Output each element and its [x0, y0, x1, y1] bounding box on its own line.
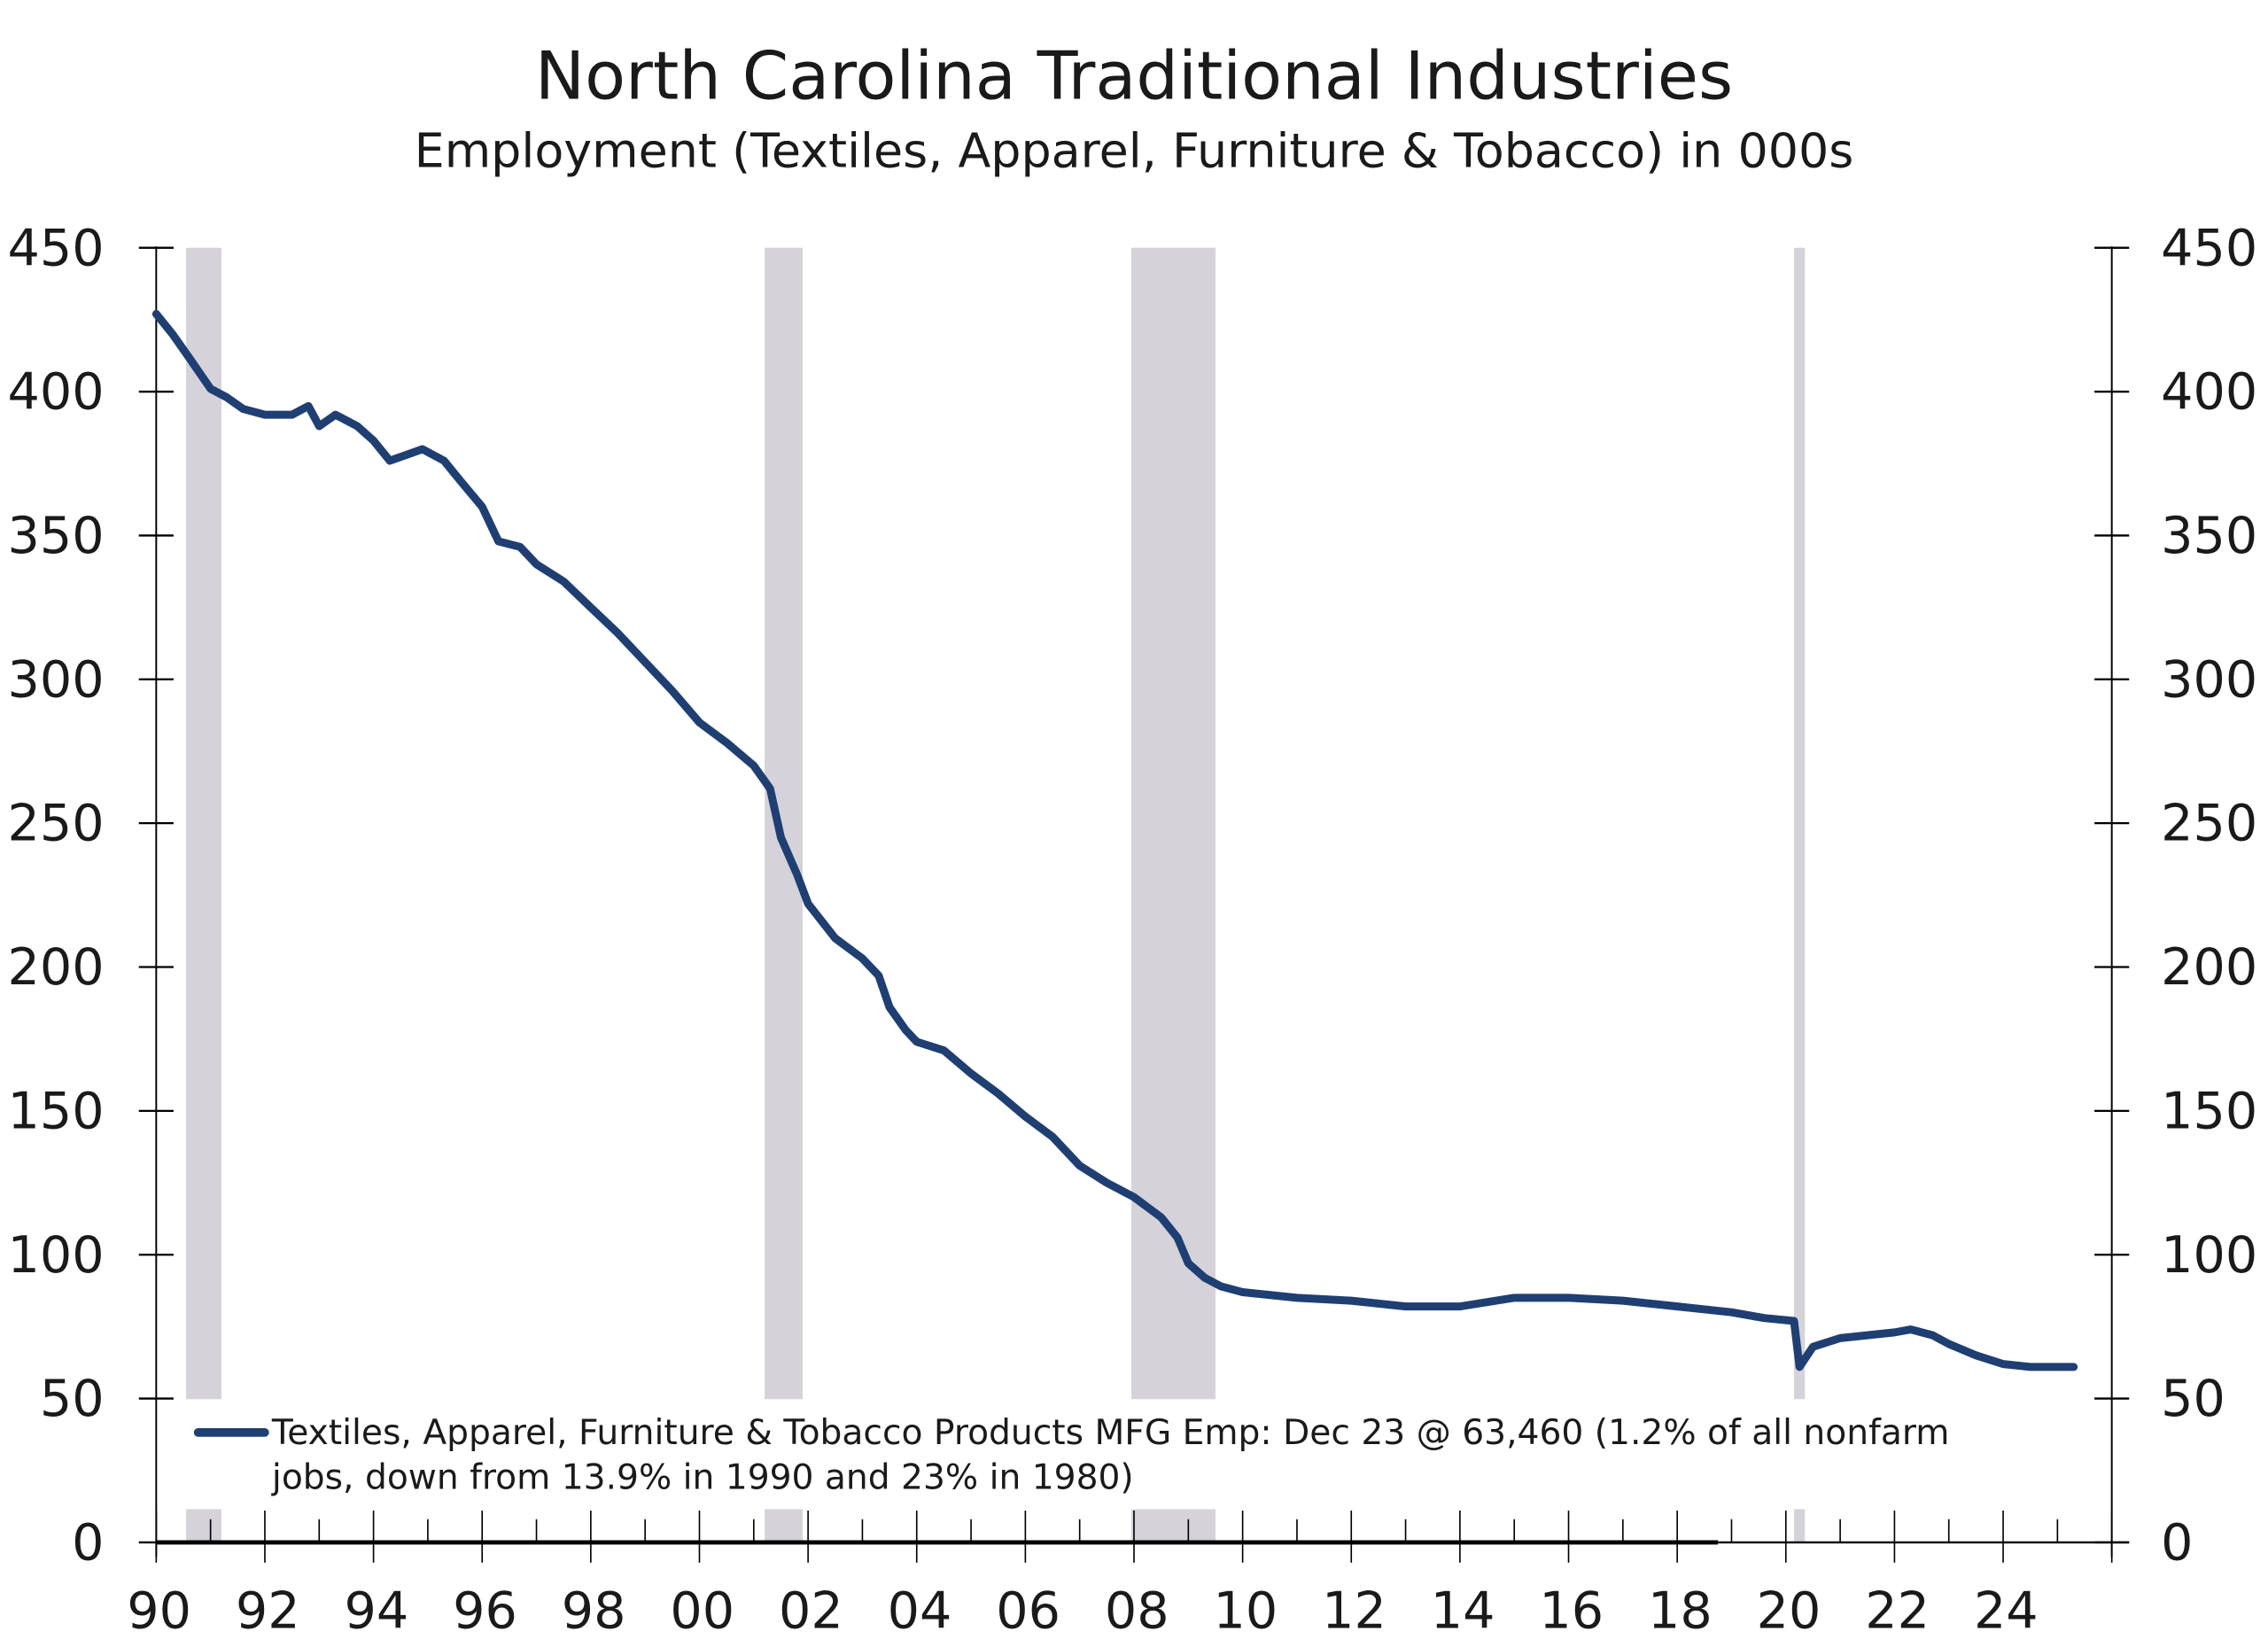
recession-bar [186, 247, 221, 1542]
y-tick-label-left: 100 [8, 1226, 105, 1285]
y-tick-label-right: 300 [2161, 650, 2257, 709]
y-tick-label-left: 400 [8, 363, 105, 422]
y-tick-label-left: 0 [72, 1514, 104, 1573]
x-tick-label: 18 [1648, 1581, 1713, 1640]
y-tick-label-right: 350 [2161, 507, 2257, 565]
x-tick-label: 96 [453, 1581, 517, 1640]
y-tick-label-right: 450 [2161, 219, 2257, 277]
x-tick-label: 00 [670, 1581, 734, 1640]
x-tick-label: 02 [779, 1581, 843, 1640]
y-tick-label-right: 250 [2161, 795, 2257, 853]
legend-label-line2: jobs, down from 13.9% in 1990 and 23% in… [271, 1458, 1134, 1498]
x-axis-ticks: 90 92 94 96 98 00 02 04 06 08 10 12 14 16 18 20 22 24 [127, 1511, 2130, 1640]
y-tick-label-left: 200 [8, 938, 105, 997]
x-tick-label: 98 [562, 1581, 626, 1640]
x-tick-label: 12 [1322, 1581, 1386, 1640]
x-tick-label: 22 [1865, 1581, 1930, 1640]
recession-bar [1793, 247, 1806, 1542]
y-tick-label-left: 50 [40, 1370, 105, 1428]
x-tick-label: 10 [1214, 1581, 1278, 1640]
legend-label-line1: Textiles, Apparel, Furniture & Tobacco P… [271, 1413, 1949, 1453]
recession-bar [765, 247, 803, 1542]
recession-shading [186, 247, 1806, 1542]
legend-background [159, 1399, 2105, 1510]
x-tick-label: 06 [996, 1581, 1060, 1640]
x-tick-label: 92 [236, 1581, 300, 1640]
y-tick-label-left: 450 [8, 219, 105, 277]
chart-title: North Carolina Traditional Industries [535, 37, 1733, 115]
y-tick-label-left: 150 [8, 1082, 105, 1140]
x-tick-label: 14 [1431, 1581, 1495, 1640]
x-tick-label: 04 [888, 1581, 952, 1640]
y-tick-label-right: 400 [2161, 363, 2257, 422]
y-tick-label-left: 350 [8, 507, 105, 565]
x-tick-label: 16 [1539, 1581, 1604, 1640]
y-tick-label-right: 100 [2161, 1226, 2257, 1285]
recession-bar [1130, 247, 1216, 1542]
y-tick-label-left: 300 [8, 650, 105, 709]
y-tick-label-right: 150 [2161, 1082, 2257, 1140]
x-tick-label: 24 [1974, 1581, 2039, 1640]
x-tick-label: 20 [1757, 1581, 1821, 1640]
x-tick-label: 94 [345, 1581, 409, 1640]
x-tick-label: 08 [1105, 1581, 1169, 1640]
y-tick-label-right: 200 [2161, 938, 2257, 997]
legend: Textiles, Apparel, Furniture & Tobacco P… [193, 1413, 1949, 1498]
y-tick-label-right: 50 [2161, 1370, 2225, 1428]
y-tick-label-left: 250 [8, 795, 105, 853]
y-tick-label-right: 0 [2161, 1514, 2193, 1573]
series-line-employment [151, 309, 2078, 1371]
x-tick-label: 90 [127, 1581, 191, 1640]
y-axis-ticks: 0 0 50 50 100 100 150 150 200 200 250 250 300 300 350 3… [8, 219, 2258, 1572]
chart-subtitle: Employment (Textiles, Apparel, Furniture… [415, 122, 1854, 178]
